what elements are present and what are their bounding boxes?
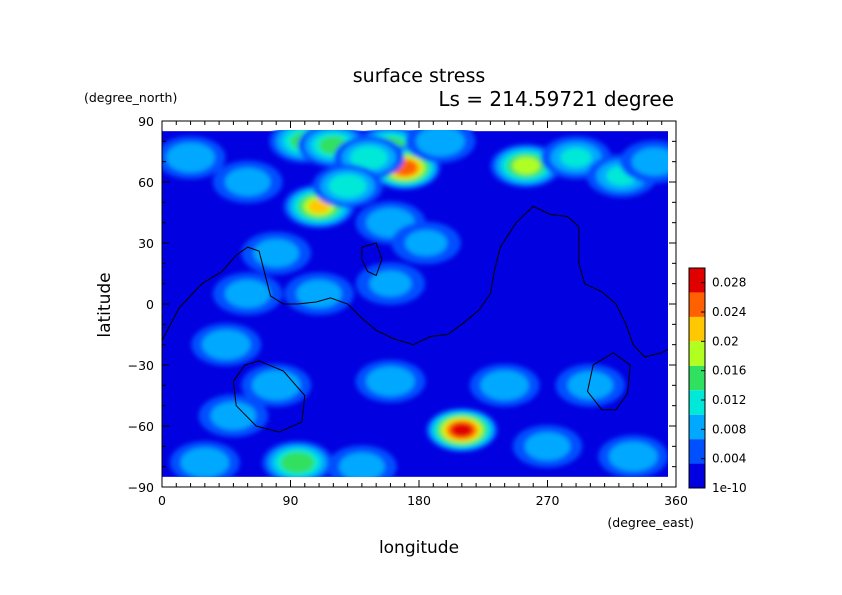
colorbar-swatch — [689, 439, 705, 464]
heatmap-cell — [212, 272, 283, 316]
y-tick-label: −30 — [128, 358, 154, 373]
heatmap-cell — [312, 164, 383, 208]
x-axis-unit: (degree_east) — [607, 515, 694, 530]
heatmap-cell — [355, 262, 426, 305]
y-tick-label: 60 — [138, 175, 154, 190]
colorbar-label: 0.02 — [712, 334, 739, 348]
y-axis-unit: (degree_north) — [84, 90, 177, 105]
colorbar: 0.028 0.024 0.02 0.016 0.012 0.008 0.004 1e-10 — [688, 267, 747, 495]
heatmap-cell — [162, 136, 226, 179]
colorbar-label: 1e-10 — [712, 481, 747, 495]
heatmap-cell — [619, 140, 668, 183]
heatmap-cell — [327, 445, 397, 477]
heatmap-cell — [198, 394, 269, 438]
heatmap-field — [162, 130, 668, 477]
contour-line — [361, 242, 383, 277]
colorbar-swatch — [689, 316, 705, 342]
heatmap-cell — [405, 130, 476, 163]
y-tick-label: −60 — [128, 419, 154, 434]
colorbar-label: 0.004 — [712, 452, 746, 466]
colorbar-label: 0.024 — [712, 305, 746, 319]
x-tick-label: 180 — [407, 493, 431, 508]
colorbar-swatch — [689, 390, 705, 415]
colorbar-label: 0.016 — [712, 364, 746, 378]
heatmap-cell — [426, 408, 498, 452]
colorbar-label: 0.008 — [712, 422, 746, 436]
chart-subtitle: Ls = 214.59721 degree — [438, 87, 674, 111]
colorbar-label: 0.028 — [712, 276, 746, 290]
heatmap-cell — [169, 441, 240, 477]
heatmap-cell — [391, 221, 461, 265]
heatmap-cell — [262, 440, 334, 477]
colorbar-swatch — [689, 365, 705, 391]
heatmap-cell — [241, 363, 312, 407]
y-tick-label: 90 — [138, 114, 154, 129]
heatmap-cell — [512, 425, 583, 468]
x-axis-ticks: 0 90 180 270 360 — [158, 121, 688, 508]
colorbar-swatch — [689, 341, 705, 366]
heatmap-cell — [284, 272, 354, 316]
x-tick-label: 90 — [283, 493, 299, 508]
x-tick-label: 0 — [158, 493, 166, 508]
colorbar-label: 0.012 — [712, 393, 746, 407]
contour-line — [162, 205, 668, 358]
heatmap-cell — [212, 160, 283, 204]
heatmap-cell — [241, 231, 312, 275]
colorbar-swatch — [689, 463, 705, 488]
colorbar-swatch — [689, 292, 705, 317]
heatmap-cell — [469, 363, 540, 407]
y-tick-label: 30 — [138, 236, 154, 251]
contour-line — [586, 352, 631, 411]
colorbar-frame — [688, 267, 706, 489]
y-axis-label: latitude — [95, 272, 115, 337]
y-axis-ticks: 90 60 30 0 −30 −60 −90 — [128, 114, 676, 495]
coastline-contours — [162, 205, 668, 433]
heatmap-cell — [555, 364, 626, 407]
y-tick-label: −90 — [128, 480, 154, 495]
colorbar-swatch — [689, 414, 705, 440]
contour-line — [232, 360, 306, 433]
heatmap-cell — [355, 359, 426, 403]
x-axis-label: longitude — [379, 538, 459, 558]
chart-title: surface stress — [353, 65, 486, 87]
y-tick-label: 0 — [146, 297, 154, 312]
heatmap-cell — [191, 323, 262, 367]
x-tick-label: 360 — [664, 493, 688, 508]
x-tick-label: 270 — [536, 493, 560, 508]
colorbar-swatch — [689, 268, 705, 293]
heatmap-cell — [598, 435, 668, 477]
